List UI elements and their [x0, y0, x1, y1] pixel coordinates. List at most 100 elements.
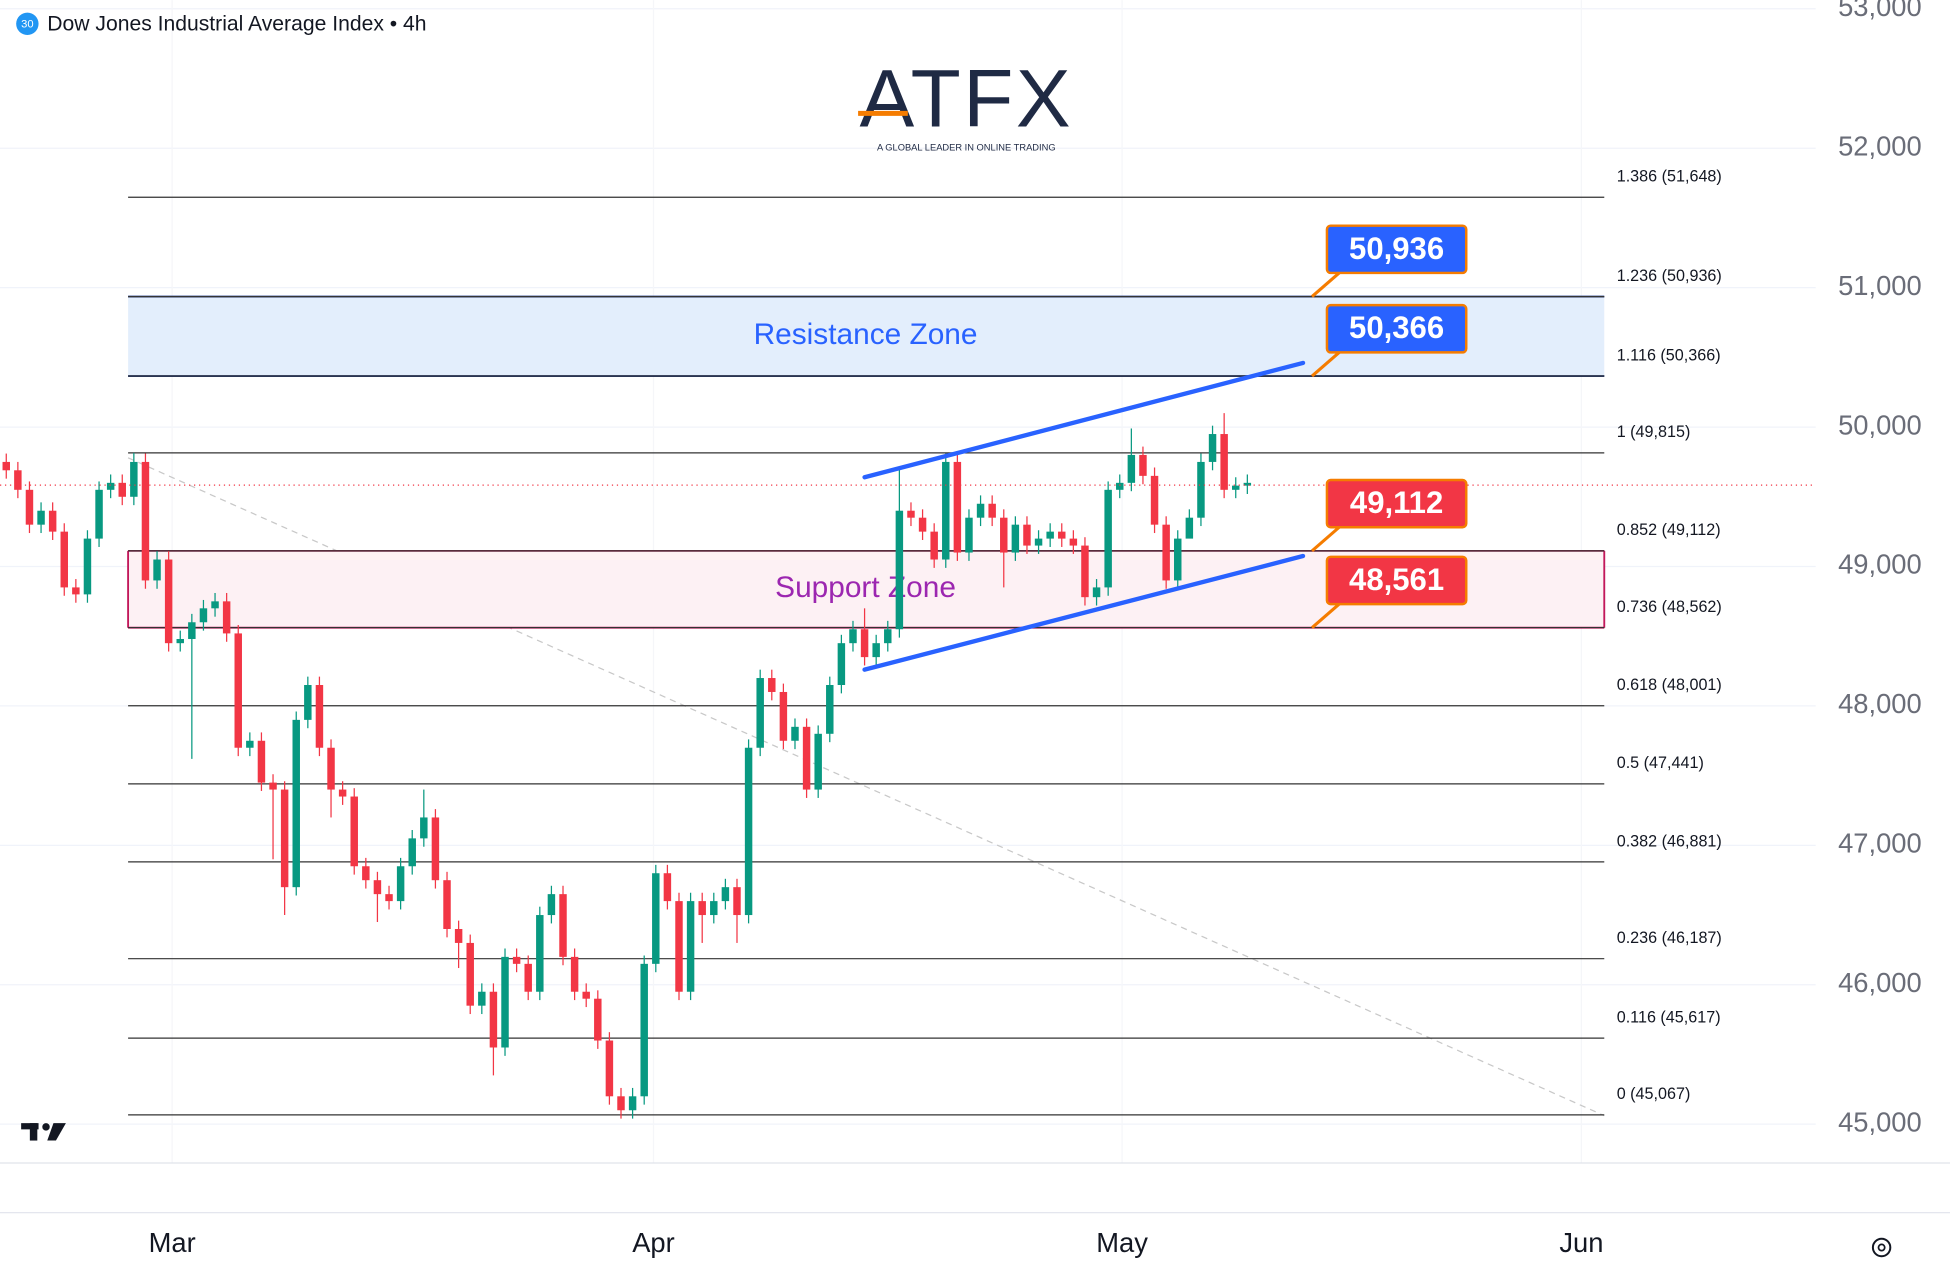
candle-body — [524, 963, 532, 992]
candle-body — [153, 559, 161, 581]
y-tick-label: 52,000 — [1838, 130, 1922, 161]
candle-body — [849, 629, 857, 644]
candle-body — [234, 633, 242, 748]
candle-body — [1046, 531, 1054, 539]
candle-body — [315, 685, 324, 748]
callout-pointer — [1311, 349, 1342, 378]
candle-body — [420, 817, 428, 839]
candle-body — [837, 643, 846, 686]
candle-body — [686, 901, 695, 992]
fib-label: 0.382 (46,881) — [1617, 832, 1722, 850]
candle-body — [721, 887, 730, 902]
candle-body — [292, 719, 300, 888]
fib-label: 0 (45,067) — [1617, 1085, 1691, 1103]
candle-body — [814, 733, 822, 790]
callout-label: 50,936 — [1349, 231, 1444, 266]
candle-body — [779, 691, 788, 741]
candle-body — [918, 517, 927, 532]
candle-body — [1104, 489, 1112, 588]
candle-body — [1058, 531, 1066, 539]
candle-body — [118, 482, 126, 497]
candle-body — [72, 587, 80, 595]
y-tick-label: 50,000 — [1838, 409, 1922, 440]
candle-body — [269, 782, 277, 790]
y-tick-label: 49,000 — [1838, 549, 1922, 580]
callout-pointer — [1311, 270, 1342, 298]
logo-tagline: A GLOBAL LEADER IN ONLINE TRADING — [877, 143, 1056, 153]
y-tick-label: 46,000 — [1838, 967, 1922, 998]
candle-body — [756, 678, 764, 748]
fib-label: 0.618 (48,001) — [1617, 676, 1722, 694]
fib-levels: 0 (45,067) 0.116 (45,617) 0.236 (46,187) 0.… — [128, 168, 1722, 1116]
candle-body — [1081, 545, 1089, 598]
candle-body — [652, 873, 660, 964]
candle-body — [489, 991, 498, 1048]
candle-body — [1162, 524, 1170, 581]
candle-body — [501, 956, 509, 1048]
candle-body — [466, 942, 474, 1006]
candle-body — [605, 1040, 614, 1097]
candle-body — [733, 887, 741, 916]
callout-box — [1325, 555, 1468, 606]
candle-body — [860, 629, 869, 658]
channel-line — [862, 360, 1306, 480]
candle-body — [895, 510, 904, 630]
candle-body — [640, 963, 648, 1097]
candle-body — [930, 531, 938, 560]
candle-body — [362, 866, 370, 881]
candle-body — [14, 470, 22, 490]
candle-body — [188, 622, 196, 639]
candle-body — [350, 796, 358, 867]
candle-body — [791, 726, 799, 741]
channel-line — [862, 553, 1306, 672]
candle-body — [199, 608, 208, 623]
candle-body — [884, 629, 892, 644]
candle-body — [536, 915, 544, 992]
fib-label: 0.736 (48,562) — [1617, 598, 1722, 616]
settings-icon[interactable] — [1871, 1237, 1892, 1258]
candle-body — [48, 510, 57, 532]
badge — [16, 12, 39, 35]
candle-body — [675, 901, 683, 992]
candle-body — [222, 601, 231, 634]
candle-body — [37, 510, 45, 525]
candle-body — [744, 747, 753, 916]
candle-body — [1150, 475, 1159, 525]
candle-body — [698, 901, 706, 916]
candle-body — [710, 901, 718, 916]
candles — [2, 413, 1252, 1119]
candle-body — [176, 638, 184, 644]
y-tick-label: 48,000 — [1838, 688, 1922, 719]
candle-body — [130, 461, 138, 497]
y-tick-label: 53,000 — [1838, 0, 1922, 22]
callout-box — [1325, 224, 1468, 275]
candle-body — [942, 461, 950, 560]
settings-ring[interactable] — [1871, 1237, 1892, 1258]
candle-body — [1174, 538, 1182, 581]
settings-core[interactable] — [1877, 1243, 1886, 1252]
tv-logo-part — [42, 1123, 50, 1131]
candle-body — [443, 880, 451, 929]
candle-body — [1232, 485, 1240, 490]
candle-body — [211, 601, 219, 609]
x-tick-label: Jun — [1559, 1227, 1603, 1258]
callout-box — [1325, 478, 1468, 529]
candle-body — [1197, 461, 1205, 518]
logo: ATFX — [859, 53, 1073, 144]
callout-label: 49,112 — [1350, 485, 1443, 520]
fib-label: 0.5 (47,441) — [1617, 754, 1704, 772]
candle-body — [304, 685, 312, 720]
callout-pointer — [1311, 524, 1342, 553]
candle-body — [872, 643, 880, 658]
candle-body — [1023, 524, 1031, 546]
candle-body — [1069, 538, 1078, 546]
candle-body — [373, 880, 382, 895]
candle-body — [768, 678, 776, 692]
badge-text: 30 — [21, 18, 33, 30]
fib-label: 0.116 (45,617) — [1617, 1009, 1721, 1027]
candle-body — [559, 894, 567, 957]
candle-body — [1127, 454, 1136, 483]
candle-body — [106, 482, 115, 490]
candle-body — [1220, 434, 1228, 490]
